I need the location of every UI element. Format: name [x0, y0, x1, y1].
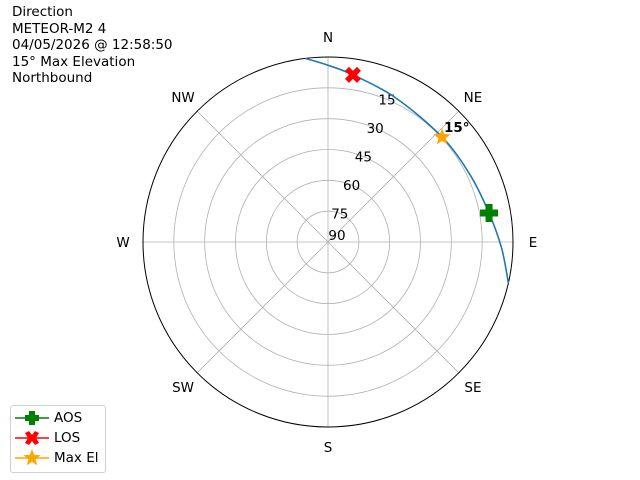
direction-label-s: S — [324, 440, 333, 456]
radial-tick-label-75: 75 — [331, 207, 348, 223]
grid-spoke-se — [327, 241, 460, 374]
legend-label-los: LOS — [54, 430, 81, 446]
aos-marker — [480, 204, 499, 223]
direction-label-se: SE — [464, 380, 481, 396]
radial-tick-label-45: 45 — [355, 150, 372, 166]
chart-title: Direction METEOR-M2 4 04/05/2026 @ 12:58… — [12, 4, 173, 87]
radial-tick-label-30: 30 — [367, 121, 384, 137]
legend: AOS LOS Max El — [10, 405, 106, 473]
direction-label-ne: NE — [464, 90, 483, 106]
title-line-heading: Northbound — [12, 70, 93, 86]
legend-entry-aos: AOS — [11, 408, 105, 428]
max-elevation-annotation: 15° — [444, 120, 470, 136]
title-line-direction: Direction — [12, 4, 73, 20]
radial-tick-label-60: 60 — [343, 178, 360, 194]
direction-label-nw: NW — [171, 90, 194, 106]
polar-frame — [142, 56, 514, 428]
radial-tick-label-90: 90 — [328, 228, 345, 244]
max-el-marker — [433, 128, 451, 145]
legend-label-aos: AOS — [54, 410, 83, 426]
title-line-datetime: 04/05/2026 @ 12:58:50 — [12, 37, 173, 53]
legend-entry-max-el: Max El — [11, 448, 105, 468]
title-line-max-elevation: 15° Max Elevation — [12, 53, 136, 70]
legend-entry-los: LOS — [11, 428, 105, 448]
aos-plus-icon — [15, 411, 49, 425]
radial-tick-label-15: 15 — [378, 93, 395, 109]
grid-spoke-nw — [196, 110, 329, 243]
direction-label-n: N — [323, 30, 333, 46]
max-el-star-icon — [15, 449, 49, 466]
los-marker — [344, 66, 361, 83]
direction-label-e: E — [529, 235, 538, 251]
grid-spoke-sw — [196, 241, 329, 374]
legend-label-max-el: Max El — [54, 450, 99, 466]
los-x-icon — [15, 431, 49, 445]
direction-label-sw: SW — [172, 380, 194, 396]
title-line-satellite: METEOR-M2 4 — [12, 20, 107, 37]
direction-label-w: W — [116, 235, 129, 251]
